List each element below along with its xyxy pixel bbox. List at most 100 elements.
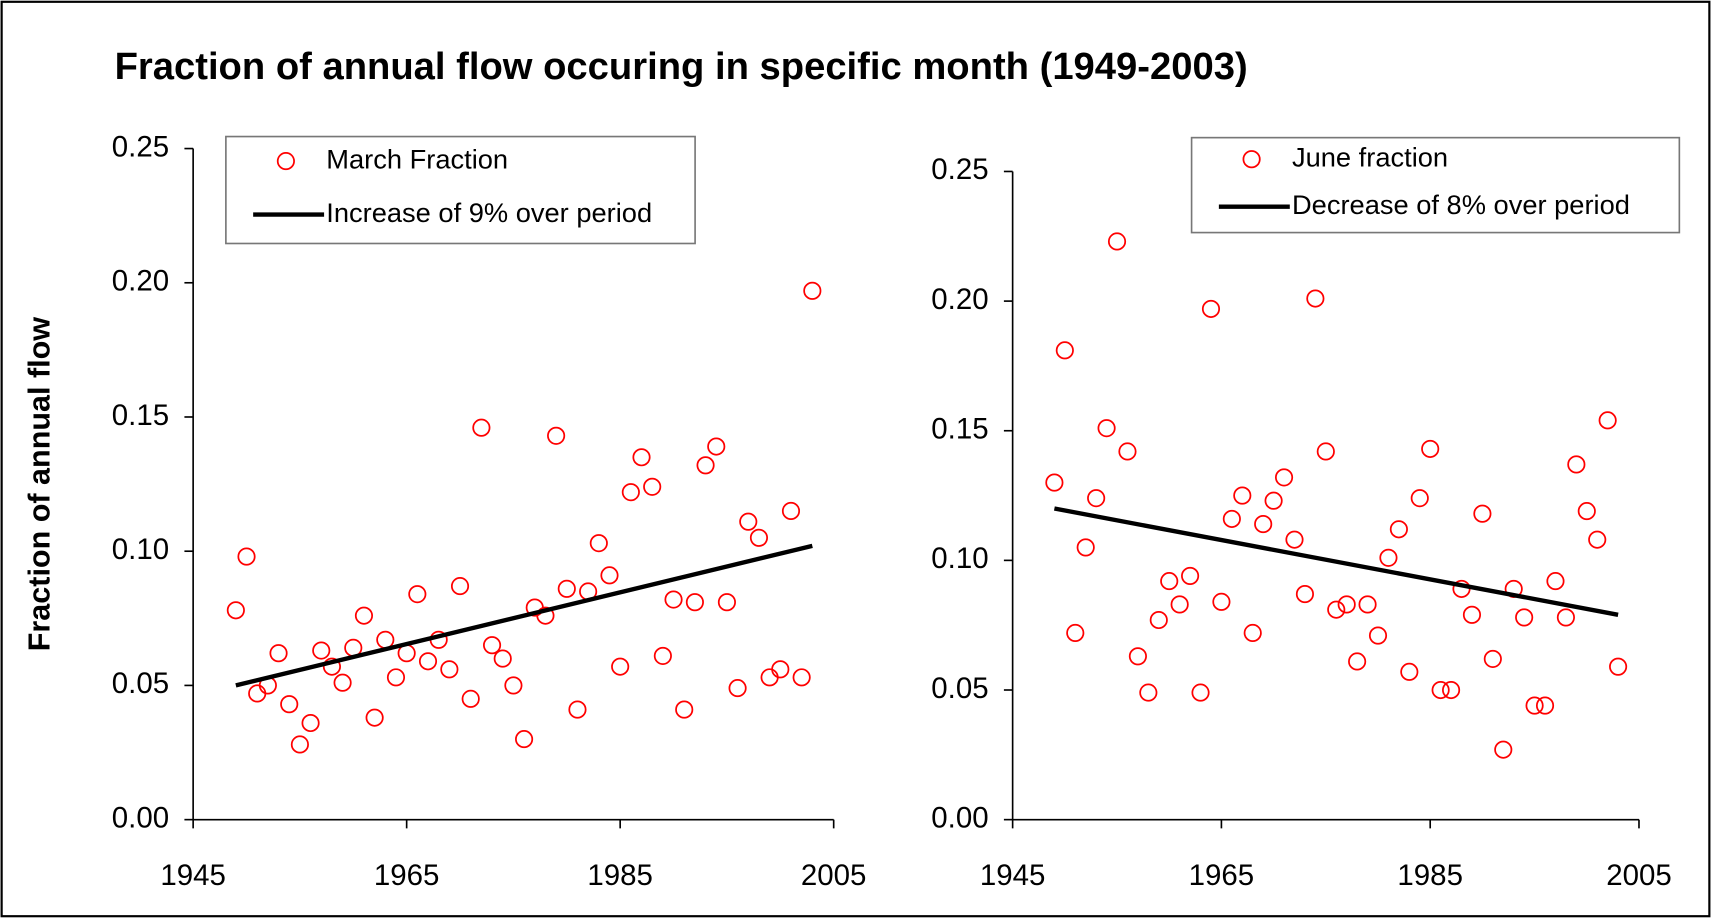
y-tick-label: 0.25 [112,130,169,163]
y-tick-label: 0.20 [112,265,169,298]
scatter-point [322,657,341,676]
chart: 0.00 0.05 0.10 0.15 0.20 0.25 1945 1965 1985 2005… [23,130,867,892]
y-tick-label: 0.15 [931,413,988,446]
legend-label: Increase of 9% over period [326,197,652,228]
x-tick-label: 2005 [1606,859,1672,892]
scatter-point [290,735,309,754]
scatter-point [515,730,534,749]
scatter-point [1494,740,1513,759]
scatter-point [1274,468,1294,487]
scatter-point [1598,411,1617,430]
scatter-point [1087,489,1106,508]
scatter-point [1462,605,1482,624]
y-tick-label: 0.00 [112,801,169,834]
scatter-point [536,606,555,625]
scatter-point [792,668,811,687]
scatter-point [1421,439,1440,458]
scatter-point [557,579,576,598]
y-tick-label: 0.05 [112,667,169,700]
scatter-point [1379,548,1398,567]
x-tick-label: 1945 [160,859,226,892]
scatter-point [472,418,491,437]
scatter-point [386,668,406,687]
legend: June fraction Decrease of 8% over period [1190,136,1681,234]
scatter-point [1327,600,1346,619]
scatter-point [803,281,822,300]
scatter-point [611,657,630,676]
scatter-point [280,695,299,714]
scatter-point [643,477,662,496]
scatter-point [547,426,566,445]
scatter-point [707,437,726,456]
scatter-point [1222,509,1241,528]
figure-title: Fraction of annual flow occuring in spec… [115,45,1248,88]
scatter-point [1348,652,1367,671]
scatter-point [696,456,715,475]
scatter-point [269,644,288,663]
scatter-point [717,593,736,612]
x-tick-label: 1985 [1397,859,1463,892]
y-tick-label: 0.20 [931,283,988,316]
scatter-point [1431,680,1450,700]
scatter-point [1400,662,1419,681]
scatter-point [1076,538,1095,557]
y-tick-label: 0.10 [931,542,988,575]
scatter-point [312,641,331,660]
scatter-point [1170,595,1189,614]
legend-label: March Fraction [326,143,508,174]
scatter-point [1243,623,1262,643]
x-tick-label: 1965 [374,859,440,892]
scatter-point [1588,530,1607,549]
scatter-point [493,649,512,668]
legend-marker [276,152,295,171]
scatter-point [354,606,374,625]
scatter-point [1546,572,1565,591]
scatter-point [1066,623,1085,643]
y-tick-label: 0.05 [931,672,988,705]
scatter-point [1149,610,1168,630]
x-tick-label: 2005 [801,859,867,892]
scatter-point [1609,657,1628,676]
scatter-point [1515,608,1534,627]
x-tick-label: 1985 [587,859,653,892]
scatter-point [226,601,245,620]
scatter-point [1556,608,1575,627]
scatter-point [1097,419,1116,438]
x-tick-label: 1945 [980,859,1046,892]
scatter-point [1316,442,1335,461]
scatter-point [621,483,640,502]
scatter-point [771,660,790,679]
scatter-point [1295,585,1314,604]
y-axis-label: Fraction of annual flow [23,317,57,652]
scatter-point [1118,442,1137,461]
scatter-point [504,676,523,695]
scatter-point [739,512,758,531]
scatter-point [483,636,502,655]
scatter-point [1264,491,1283,510]
scatter-point [1201,299,1221,318]
y-tick-label: 0.25 [931,153,988,186]
legend-label: June fraction [1292,141,1448,172]
scatter-point [781,501,801,520]
scatter-point [1567,455,1586,474]
scatter-point [1191,683,1210,702]
legend: March Fraction Increase of 9% over period [225,135,696,245]
x-tick-label: 1965 [1189,859,1255,892]
scatter-point [1483,649,1502,668]
scatter-point [1045,473,1064,492]
scatter-point [1139,683,1158,702]
legend-marker [1242,150,1261,169]
scatter-point [408,585,427,604]
scatter-point [685,593,704,612]
scatter-point [365,708,384,727]
scatter-point [461,689,480,708]
scatter-point [440,660,459,679]
scatter-point [1233,486,1252,505]
scatter-point [1181,566,1200,585]
scatter-point [1525,696,1544,715]
scatter-point [1577,502,1596,521]
trend-line [1053,506,1619,617]
scatter-point [1358,595,1377,614]
